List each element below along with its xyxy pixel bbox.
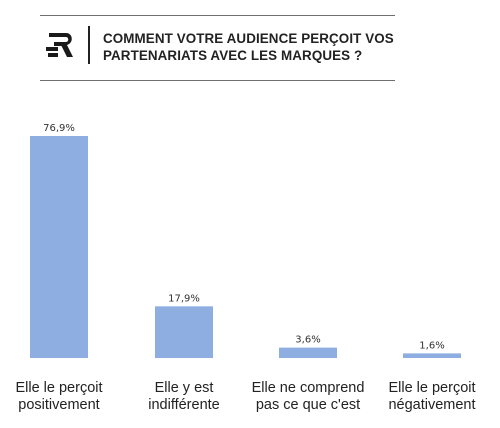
value-label-2: 17,9% [168, 293, 200, 304]
value-label-3: 3,6% [295, 335, 320, 346]
chart-title-line-1: COMMENT VOTRE AUDIENCE PERÇOIT VOS [103, 31, 394, 46]
bar-1 [30, 136, 88, 358]
header-rule-bottom [40, 80, 395, 81]
chart-title-line-2: PARTENARIATS AVEC LES MARQUES ? [103, 48, 363, 63]
category-label-3-line-2: pas ce que c'est [256, 397, 360, 413]
bar-4 [403, 353, 461, 358]
category-label-1-line-2: positivement [18, 397, 99, 413]
category-label-4-line-1: Elle le perçoit [388, 380, 475, 396]
bar-2 [155, 306, 213, 358]
category-label-4-line-2: négativement [388, 397, 475, 413]
r-logo-icon [46, 33, 73, 57]
header-separator [88, 26, 90, 64]
header-rule-top [40, 15, 395, 16]
category-label-2-line-1: Elle y est [155, 380, 214, 396]
value-label-1: 76,9% [43, 123, 75, 134]
category-label-3-line-1: Elle ne comprend [252, 380, 365, 396]
category-label-2-line-2: indifférente [148, 397, 219, 413]
category-label-1-line-1: Elle le perçoit [15, 380, 102, 396]
bar-3 [279, 347, 337, 358]
value-label-4: 1,6% [419, 340, 444, 351]
chart-title: COMMENT VOTRE AUDIENCE PERÇOIT VOS PARTE… [103, 30, 403, 64]
